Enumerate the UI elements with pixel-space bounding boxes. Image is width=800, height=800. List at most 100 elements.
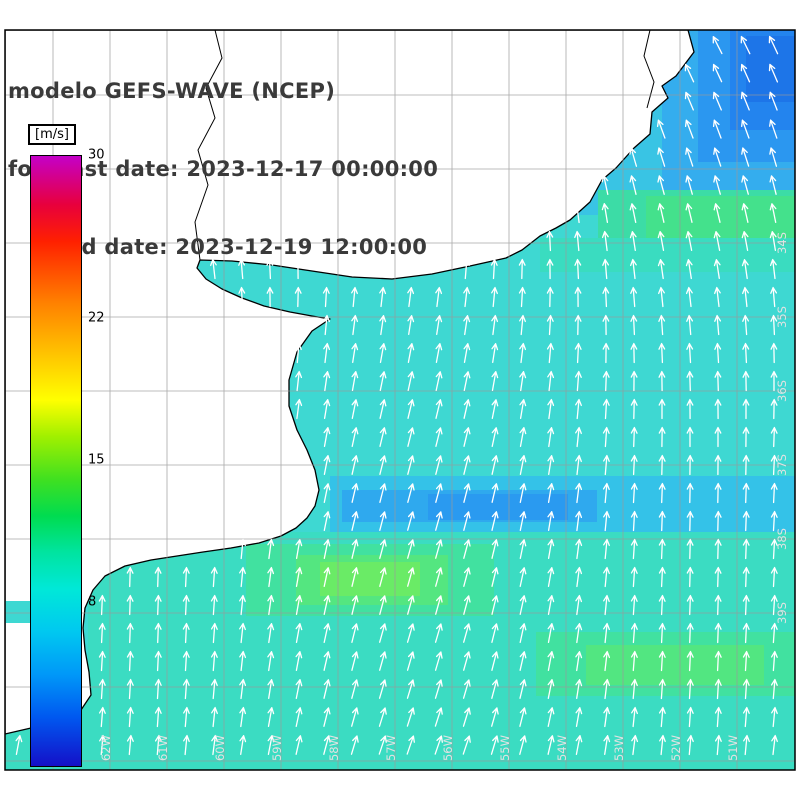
wind-arrow (406, 735, 415, 755)
wind-arrow (629, 203, 637, 224)
wind-arrow (546, 258, 554, 280)
wind-arrow (351, 314, 359, 336)
wind-arrow (602, 314, 610, 336)
wind-arrow (323, 455, 331, 476)
colorbar-tick-label: 30 (88, 147, 105, 163)
wind-arrow (742, 286, 749, 308)
wind-arrow (379, 455, 387, 475)
wind-arrow (210, 258, 217, 280)
wind-arrow (602, 286, 610, 308)
wind-arrow (490, 735, 499, 755)
wind-arrow (211, 734, 219, 756)
wind-arrow (658, 510, 666, 532)
wind-arrow (547, 455, 555, 476)
wind-arrow (266, 258, 274, 280)
wind-arrow (574, 230, 582, 252)
wind-arrow (603, 566, 610, 588)
wind-arrow (575, 454, 582, 476)
wind-arrow (714, 454, 722, 476)
wind-arrow (351, 286, 358, 308)
wind-arrow (768, 35, 779, 55)
wind-arrow (742, 398, 750, 420)
wind-arrow (294, 342, 302, 364)
wind-arrow (713, 259, 721, 280)
wind-arrow (126, 566, 134, 588)
wind-arrow (769, 175, 777, 195)
wind-arrow (323, 399, 331, 420)
wind-arrow (463, 455, 471, 475)
wind-arrow (575, 707, 583, 728)
wind-arrow (323, 539, 331, 560)
wind-arrow (210, 678, 218, 700)
wind-arrow (741, 259, 749, 280)
wind-arrow (685, 286, 693, 308)
wind-arrow (684, 119, 694, 139)
wind-arrow (686, 510, 694, 532)
wind-arrow (351, 679, 359, 699)
wind-arrow (603, 510, 610, 532)
wind-arrow (210, 650, 218, 672)
wind-arrow (547, 735, 555, 755)
wind-arrow (575, 398, 582, 420)
wind-arrow (98, 650, 106, 672)
wind-arrow (714, 650, 722, 672)
wind-arrow (686, 398, 694, 420)
wind-arrow (238, 258, 246, 280)
wind-arrow (406, 651, 415, 671)
wind-arrow (435, 455, 443, 475)
wind-arrow (742, 426, 750, 448)
wind-arrow (463, 343, 471, 364)
wind-arrow (770, 650, 778, 672)
wind-arrow (351, 707, 359, 727)
wind-arrow (239, 650, 247, 672)
wind-arrow (603, 650, 611, 672)
wind-arrow (238, 286, 246, 308)
wind-arrow (378, 735, 387, 755)
wind-arrow (491, 371, 499, 392)
wind-arrow (267, 538, 275, 560)
wind-arrow (519, 427, 527, 448)
wind-arrow (713, 231, 721, 252)
wind-arrow (714, 734, 722, 756)
wind-arrow (182, 650, 190, 672)
wind-arrow (575, 594, 583, 616)
wind-arrow (210, 594, 218, 616)
wind-arrow (518, 258, 526, 280)
wind-arrow (519, 623, 527, 644)
wind-arrow (658, 286, 665, 308)
wind-arrow (98, 622, 106, 644)
wind-arrow (575, 482, 583, 504)
wind-arrow (769, 203, 777, 224)
wind-arrow (126, 622, 134, 644)
longitude-label: 55W (498, 735, 512, 761)
wind-arrow (712, 36, 723, 55)
wind-arrow (519, 539, 527, 560)
wind-arrow (574, 258, 582, 280)
wind-arrow (435, 399, 443, 419)
wind-arrow (686, 706, 694, 728)
wind-arrow (686, 566, 694, 588)
wind-arrow (463, 567, 471, 587)
wind-arrow (351, 567, 359, 587)
wind-arrow (547, 539, 555, 560)
wind-arrow (712, 91, 722, 111)
wind-arrow (491, 314, 499, 336)
wind-arrow (685, 203, 693, 223)
wind-arrow (126, 734, 134, 756)
wind-arrow (323, 707, 331, 727)
wind-arrow (631, 734, 639, 756)
wind-arrow (463, 371, 471, 392)
wind-arrow (770, 398, 778, 420)
wind-arrow (769, 231, 777, 252)
wind-arrow (630, 314, 638, 336)
wind-arrow (239, 622, 246, 644)
wind-arrow (350, 735, 359, 755)
colorbar-tick-label: 8 (88, 594, 97, 610)
wind-arrow (154, 706, 162, 728)
wind-arrow (154, 734, 162, 756)
wind-arrow (491, 679, 499, 699)
wind-arrow (630, 594, 638, 616)
wind-arrow (183, 706, 190, 728)
wind-arrow (295, 679, 303, 700)
wind-arrow (323, 483, 331, 504)
